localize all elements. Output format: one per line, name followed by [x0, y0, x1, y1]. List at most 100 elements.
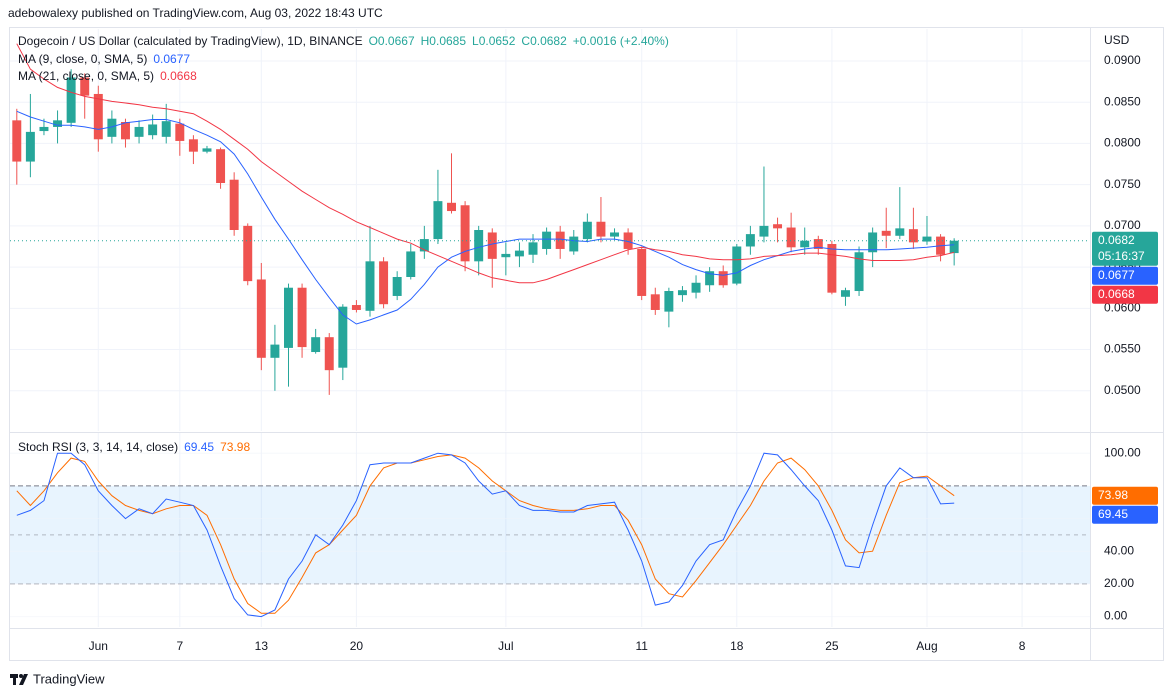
- axis-badge: [1092, 231, 1158, 266]
- x-tick-label: 20: [350, 639, 364, 653]
- candle-body: [39, 126, 49, 132]
- candle-body: [487, 232, 497, 259]
- candle-body: [93, 93, 103, 140]
- candle-body: [311, 337, 321, 353]
- candle-body: [881, 230, 891, 236]
- candle-body: [501, 253, 511, 258]
- legend-ohlc: O0.0667: [369, 34, 415, 48]
- y-tick-label: 0.0550: [1104, 342, 1141, 356]
- axis-badge-label: 05:16:37: [1098, 249, 1145, 263]
- candle-body: [406, 251, 416, 277]
- legend-ohlc: +0.0016 (+2.40%): [573, 34, 669, 48]
- candle-body: [25, 131, 35, 162]
- candle-body: [949, 240, 959, 254]
- ma-line: [16, 43, 955, 284]
- legend-ma-name: MA (9, close, 0, SMA, 5): [18, 52, 147, 66]
- candle-body: [528, 242, 538, 255]
- candle-body: [582, 221, 592, 240]
- y-tick-label: 100.00: [1104, 445, 1141, 459]
- x-tick-label: 11: [635, 639, 648, 653]
- candle-body: [800, 240, 810, 248]
- candle-body: [460, 205, 470, 262]
- candle-body: [107, 118, 117, 137]
- candle-body: [392, 276, 402, 296]
- y-tick-label: 0.00: [1104, 609, 1128, 623]
- candle-body: [216, 149, 226, 184]
- candle-body: [148, 124, 158, 136]
- candle-body: [705, 271, 715, 286]
- candle-body: [718, 271, 728, 286]
- candle-body: [623, 232, 633, 249]
- ma-line: [16, 110, 955, 325]
- candle-body: [610, 232, 620, 237]
- candle-body: [297, 287, 307, 348]
- axis-badge-label: 0.0677: [1098, 268, 1135, 282]
- candle-body: [229, 179, 239, 230]
- candle-body: [53, 120, 63, 127]
- y-tick-label: 0.0750: [1104, 177, 1141, 191]
- candle-body: [433, 201, 443, 240]
- candle-body: [555, 231, 565, 249]
- candle-body: [12, 120, 22, 162]
- legend-ohlc: L0.0652: [472, 34, 516, 48]
- candle-body: [447, 202, 456, 212]
- x-tick-label: 8: [1019, 639, 1026, 653]
- axis-badge-label: 69.45: [1098, 507, 1128, 521]
- candle-body: [514, 250, 524, 257]
- y-tick-label: 40.00: [1104, 543, 1134, 557]
- chart-layer: Jun 7 13 20 Jul 11 18 25 Aug 8 0.0900 0.0850 0.0800 0…: [10, 29, 1158, 653]
- legend-stoch-value: 69.45: [184, 440, 214, 454]
- x-tick-label: Jun: [89, 639, 108, 653]
- stoch-line: [16, 454, 955, 614]
- x-tick-label: Aug: [916, 639, 937, 653]
- y-tick-label: 0.0900: [1104, 53, 1141, 67]
- candle-body: [922, 236, 932, 242]
- candle-body: [840, 290, 850, 297]
- legend-main: Dogecoin / US Dollar (calculated by Trad…: [18, 34, 669, 48]
- axis-badge: [1092, 285, 1158, 304]
- legend-symbol: Dogecoin / US Dollar (calculated by Trad…: [18, 34, 363, 48]
- candle-body: [759, 225, 769, 237]
- candle-body: [569, 236, 579, 252]
- candle-body: [786, 227, 796, 248]
- candle-body: [284, 287, 293, 348]
- candle-body: [80, 77, 90, 96]
- axis-badge-label: 73.98: [1098, 488, 1128, 502]
- axis-badge-label: 0.0682: [1098, 233, 1135, 247]
- candle-body: [66, 77, 76, 123]
- candle-body: [895, 228, 905, 236]
- candle-body: [854, 252, 864, 292]
- y-axis-unit: USD: [1104, 33, 1130, 47]
- stoch-line: [16, 452, 955, 618]
- legend-stoch-value: 73.98: [220, 440, 250, 454]
- candle-body: [243, 225, 253, 282]
- axis-badge-label: 0.0668: [1098, 287, 1135, 301]
- legend-ohlc: H0.0685: [421, 34, 467, 48]
- legend-ma-name: MA (21, close, 0, SMA, 5): [18, 69, 154, 83]
- legend-ma: MA (9, close, 0, SMA, 5) 0.0677: [18, 52, 190, 66]
- legend-stoch: Stoch RSI (3, 3, 14, 14, close) 69.45 73.9…: [18, 440, 250, 454]
- axis-badge: [1092, 266, 1158, 285]
- candle-body: [120, 121, 130, 140]
- candle-body: [175, 123, 185, 141]
- footer-logo: [10, 674, 28, 685]
- legend-ohlc: C0.0682: [521, 34, 567, 48]
- candle-body: [677, 290, 687, 296]
- candle-body: [813, 239, 823, 249]
- x-tick-label: Jul: [498, 639, 513, 653]
- y-tick-label: 0.0600: [1104, 300, 1141, 314]
- y-tick-label: 0.0800: [1104, 136, 1141, 150]
- legend-stoch-name: Stoch RSI (3, 3, 14, 14, close): [18, 440, 178, 454]
- candle-body: [732, 246, 742, 284]
- candle-body: [351, 305, 361, 310]
- axis-badge: [1092, 505, 1158, 524]
- candle-body: [365, 261, 375, 311]
- candle-body: [338, 306, 348, 368]
- legend-ma-value: 0.0668: [160, 69, 197, 83]
- candle-body: [256, 279, 266, 358]
- frame: [9, 27, 1164, 661]
- y-tick-label: 0.0850: [1104, 94, 1141, 108]
- legend-ma: MA (21, close, 0, SMA, 5) 0.0668: [18, 69, 197, 83]
